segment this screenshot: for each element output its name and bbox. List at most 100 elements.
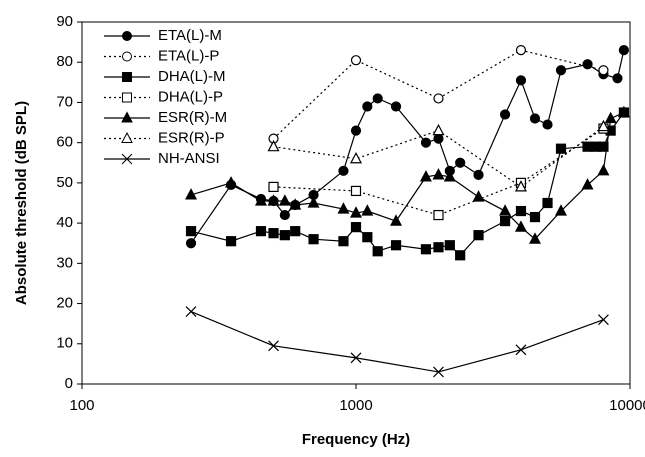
marker (433, 133, 444, 144)
series-line (190, 111, 625, 241)
y-tick-label: 0 (65, 375, 73, 392)
legend-label: ESR(R)-M (158, 109, 227, 126)
marker (268, 181, 279, 193)
legend-label: ETA(L)-P (158, 47, 219, 64)
marker (185, 306, 197, 318)
x-tick-label: 1000 (339, 397, 372, 414)
y-tick-label: 50 (56, 174, 73, 191)
legend-marker (122, 92, 132, 103)
marker (597, 119, 610, 132)
marker (225, 176, 238, 188)
marker (433, 93, 444, 104)
x-tick-label: 100 (69, 397, 94, 414)
marker (420, 244, 432, 255)
marker (390, 240, 402, 251)
marker (390, 101, 402, 112)
legend-marker (122, 51, 132, 62)
marker (499, 204, 512, 216)
marker (499, 109, 511, 120)
marker (555, 143, 567, 154)
marker (185, 188, 198, 200)
marker (597, 164, 610, 176)
marker (279, 230, 290, 241)
marker (372, 93, 383, 104)
legend-label: DHA(L)-P (158, 88, 223, 105)
marker (267, 139, 280, 152)
marker (529, 211, 541, 223)
marker (499, 216, 511, 227)
marker (350, 125, 362, 136)
marker (582, 59, 593, 70)
marker (515, 45, 527, 56)
legend-label: ETA(L)-M (158, 27, 222, 44)
marker (225, 236, 237, 247)
marker (372, 246, 383, 257)
marker (604, 111, 617, 124)
marker (432, 123, 445, 136)
marker (337, 202, 350, 214)
marker (289, 198, 302, 210)
marker (361, 204, 374, 216)
marker (350, 222, 362, 233)
marker (185, 226, 197, 237)
legend-label: DHA(L)-M (158, 68, 226, 85)
marker (350, 352, 362, 364)
y-tick-label: 60 (56, 134, 73, 151)
marker (515, 344, 527, 356)
legend-label: ESR(R)-P (158, 129, 225, 146)
marker (529, 113, 541, 124)
legend-label: NH-ANSI (158, 150, 220, 167)
marker (581, 178, 594, 190)
marker (455, 157, 466, 168)
marker (420, 137, 432, 148)
legend-marker (122, 31, 132, 41)
marker (514, 180, 527, 192)
marker (617, 105, 630, 118)
marker (268, 228, 279, 239)
marker (455, 250, 466, 261)
marker (350, 206, 362, 218)
marker (473, 169, 484, 180)
y-tick-label: 90 (56, 13, 73, 30)
marker (598, 65, 609, 76)
marker (598, 141, 609, 152)
marker (472, 190, 485, 202)
x-tick-label: 10000 (609, 397, 645, 414)
marker (362, 101, 373, 112)
marker (278, 194, 291, 206)
marker (338, 165, 349, 176)
marker (473, 230, 484, 241)
y-axis-label: Absolute threshold (dB SPL) (13, 101, 30, 305)
y-tick-label: 40 (56, 214, 73, 231)
marker (433, 209, 444, 221)
marker (419, 170, 432, 182)
marker (443, 170, 456, 182)
marker (555, 65, 567, 76)
y-tick-label: 30 (56, 254, 73, 271)
legend-marker (121, 153, 133, 165)
marker (542, 119, 553, 130)
marker (433, 242, 444, 253)
series-line (190, 311, 604, 373)
marker (308, 234, 319, 245)
marker (612, 73, 623, 84)
marker (542, 197, 553, 209)
legend-marker (121, 111, 133, 123)
marker (390, 214, 403, 226)
marker (307, 196, 320, 208)
series-line (273, 128, 604, 216)
marker (350, 185, 362, 197)
marker (338, 236, 349, 247)
marker (185, 238, 197, 249)
marker (618, 45, 629, 56)
marker (279, 209, 290, 221)
marker (267, 194, 280, 206)
marker (254, 194, 267, 206)
marker (290, 226, 301, 237)
x-axis-label: Frequency (Hz) (302, 431, 410, 448)
marker (514, 220, 527, 232)
marker (268, 340, 279, 352)
marker (350, 151, 362, 164)
marker (528, 232, 541, 244)
